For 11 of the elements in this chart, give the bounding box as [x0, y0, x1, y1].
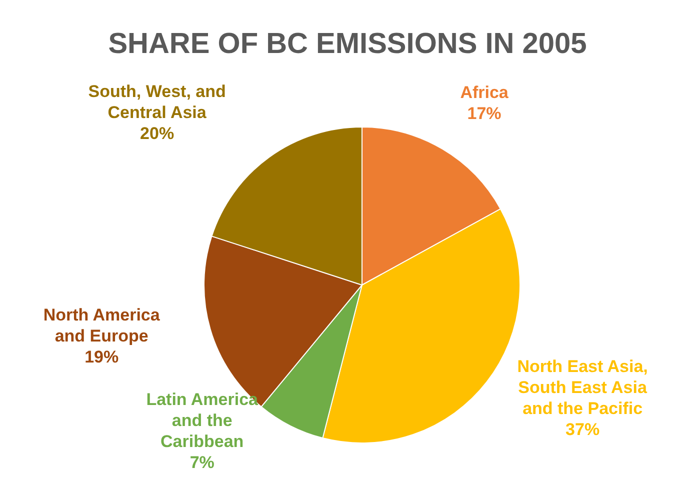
data-label: 17% [467, 104, 502, 123]
slice-label: Africa [460, 82, 509, 102]
slice-label: Latin America and the Caribbean [146, 390, 259, 451]
slice-label: South, West, and Central Asia [88, 82, 226, 122]
data-label: 19% [84, 347, 119, 366]
slice-label: North East Asia, South East Asia and the Pacific [517, 357, 648, 418]
chart-title: SHARE OF BC EMISSIONS IN 2005 [107, 27, 588, 62]
slice-label: North America and Europe [43, 305, 160, 346]
data-label: 37% [566, 420, 600, 439]
data-label: 20% [140, 124, 174, 144]
data-label: 7% [190, 453, 214, 472]
